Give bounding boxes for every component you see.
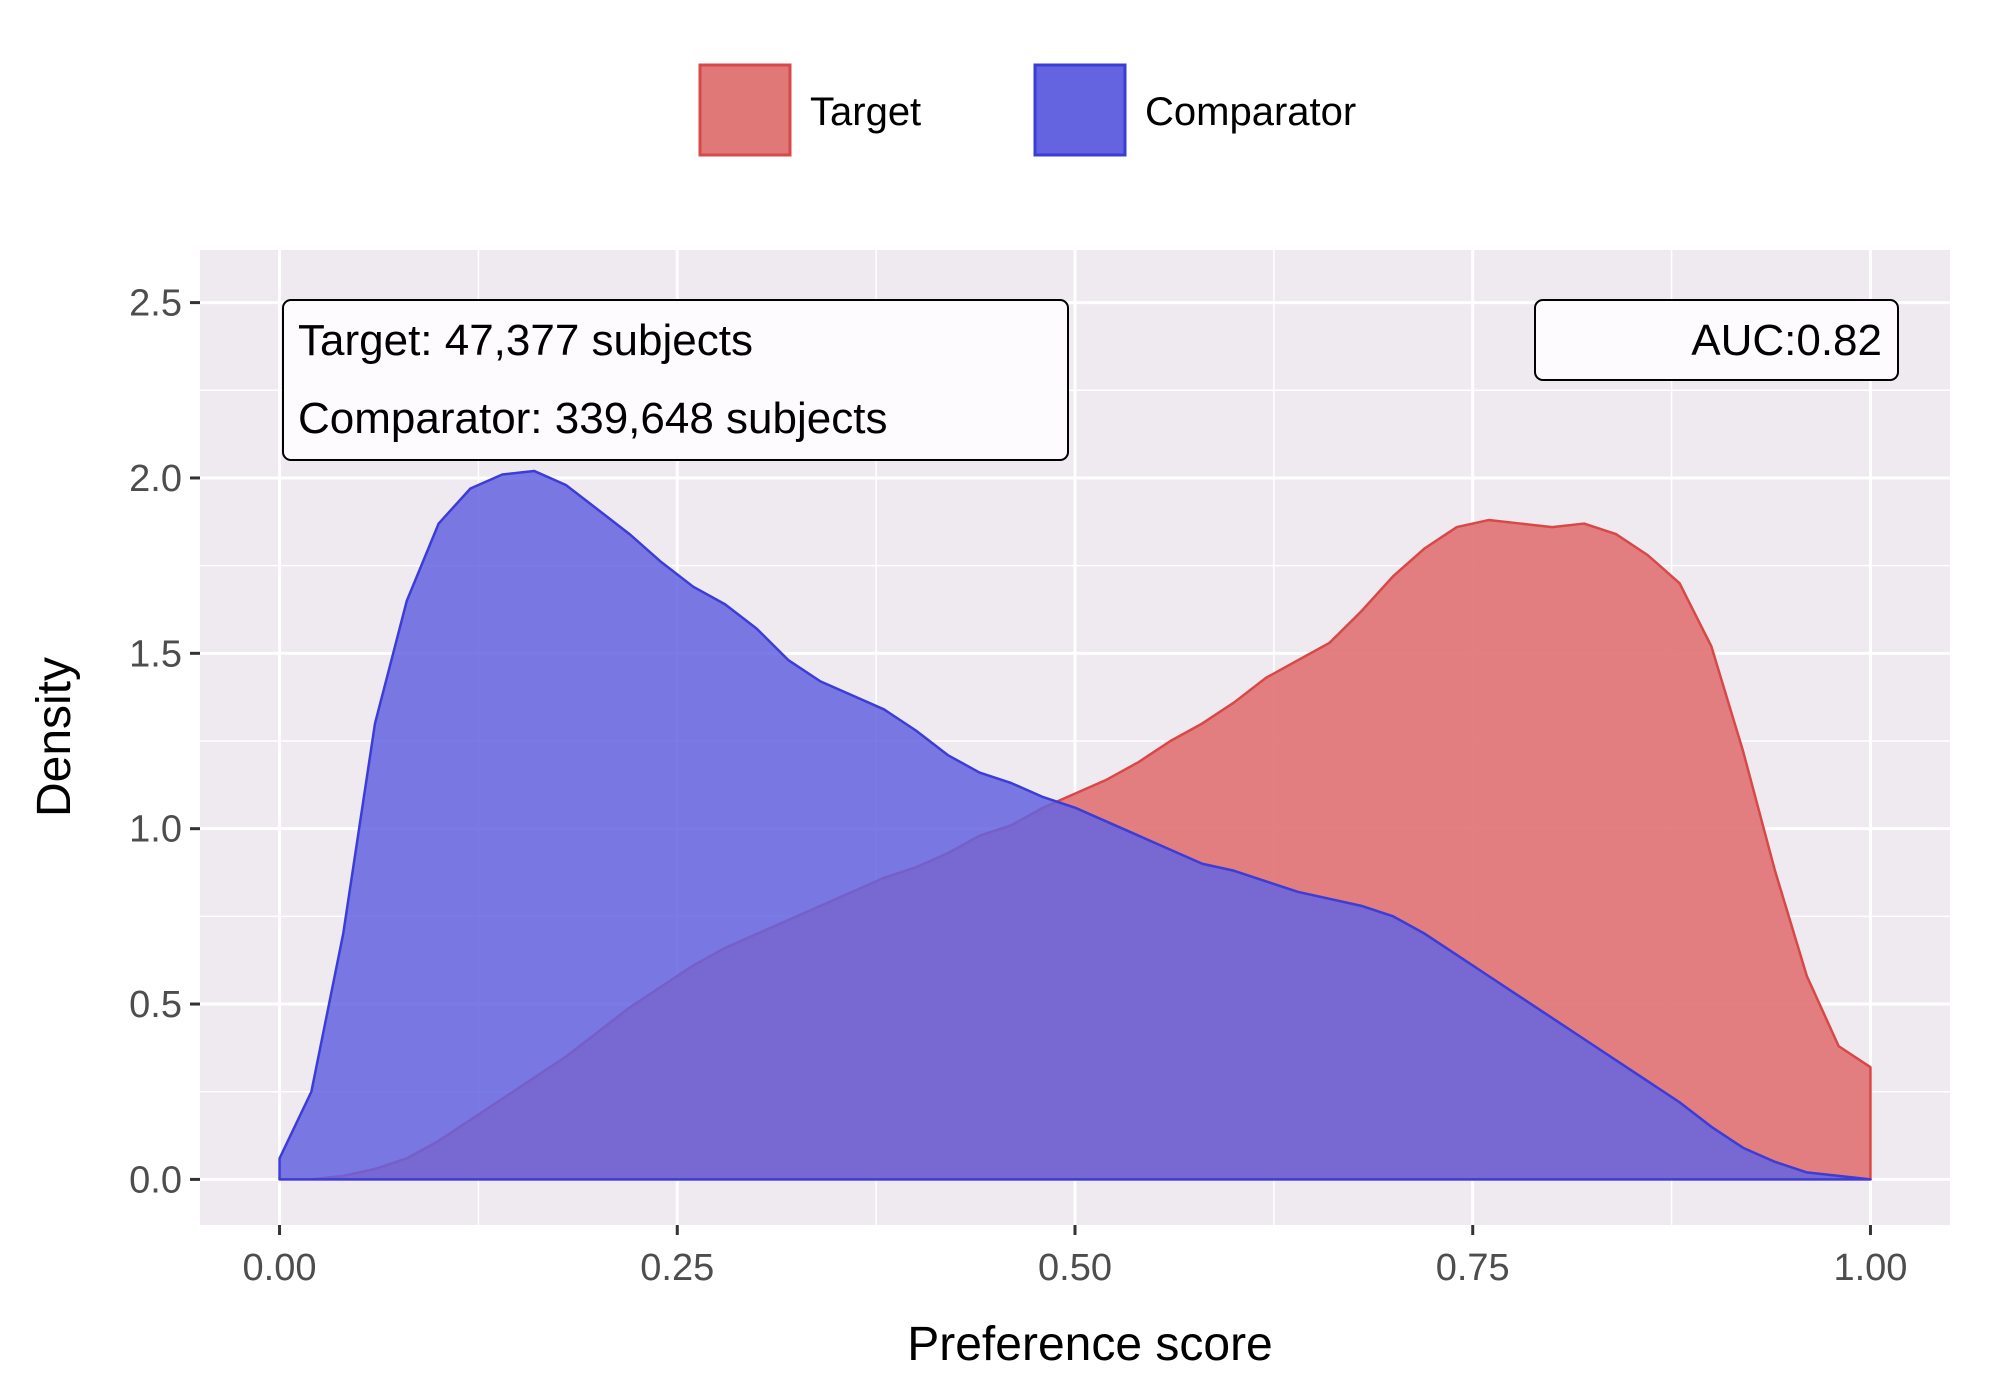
subjects-annotation-box: [282, 299, 1069, 461]
y-tick-label: 0.0: [129, 1159, 182, 1201]
auc-annotation-box: [1534, 299, 1899, 381]
legend-item-comparator: Comparator: [1033, 63, 1356, 157]
legend-swatch-target: [698, 63, 792, 157]
density-area-comparator: [278, 469, 1872, 1181]
legend-label-target: Target: [810, 90, 921, 134]
y-tick-label: 0.5: [129, 984, 182, 1026]
x-tick-label: 0.75: [1436, 1247, 1510, 1289]
x-axis: 0.00 0.25 0.50 0.75 1.00: [243, 1225, 1907, 1289]
comparator-subjects-label: Comparator: 339,648 subjects: [298, 394, 887, 443]
legend: Target Comparator: [698, 63, 1356, 157]
y-axis-title: Density: [28, 657, 81, 817]
legend-item-target: Target: [698, 63, 921, 157]
x-tick-label: 0.25: [640, 1247, 714, 1289]
y-tick-label: 2.5: [129, 283, 182, 325]
y-tick-label: 2.0: [129, 458, 182, 500]
x-axis-title: Preference score: [907, 1318, 1273, 1371]
target-subjects-label: Target: 47,377 subjects: [298, 316, 753, 365]
y-axis: 0.0 0.5 1.0 1.5 2.0 2.5: [129, 283, 200, 1201]
auc-label: AUC:0.82: [1691, 316, 1882, 365]
subjects-annotation: Target: 47,377 subjects Comparator: 339,…: [282, 299, 1069, 461]
x-tick-label: 1.00: [1833, 1247, 1907, 1289]
x-tick-label: 0.50: [1038, 1247, 1112, 1289]
series-layer: [278, 469, 1872, 1181]
legend-swatch-comparator: [1033, 63, 1127, 157]
x-tick-label: 0.00: [243, 1247, 317, 1289]
y-tick-label: 1.0: [129, 809, 182, 851]
y-tick-label: 1.5: [129, 633, 182, 675]
auc-annotation: AUC:0.82: [1534, 299, 1899, 381]
legend-label-comparator: Comparator: [1145, 90, 1356, 134]
